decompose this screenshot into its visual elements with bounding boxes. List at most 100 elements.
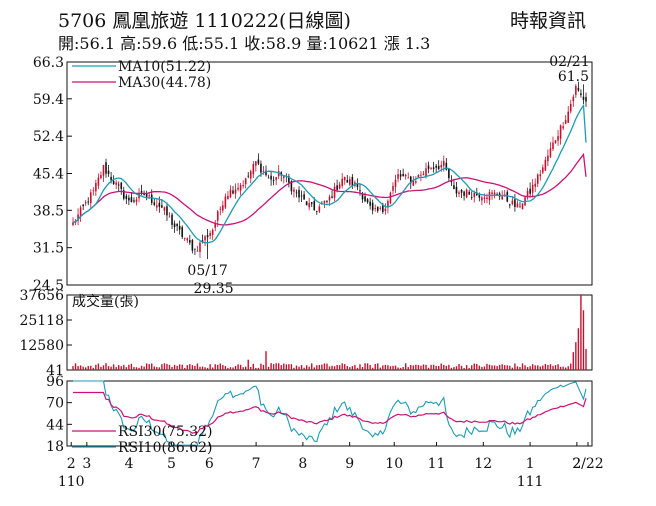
volume-bar: [402, 367, 404, 370]
candle-body: [176, 223, 178, 227]
volume-bar: [336, 365, 338, 370]
rsi-legend-label-rsi30: RSI30(75.32): [118, 424, 212, 440]
volume-bar: [278, 363, 280, 370]
volume-bar: [448, 364, 450, 370]
candle-body: [336, 185, 338, 190]
volume-bar: [344, 364, 346, 370]
candle-body: [105, 162, 107, 174]
candle-body: [536, 174, 539, 184]
volume-bar: [224, 366, 227, 370]
candle-body: [440, 165, 443, 168]
volume-bar: [420, 365, 422, 370]
candle-body: [567, 111, 570, 123]
candle-body: [211, 229, 214, 235]
volume-bar: [145, 363, 148, 370]
candle-body: [356, 183, 359, 188]
volume-bar: [341, 363, 343, 370]
volume-bar: [161, 364, 163, 370]
candle-body: [275, 177, 277, 180]
volume-bar: [242, 367, 244, 370]
candle-body: [298, 189, 300, 198]
candle-body: [407, 177, 410, 179]
volume-bar: [232, 367, 234, 370]
volume-bar: [151, 363, 153, 370]
volume-bar: [255, 368, 257, 370]
volume-bar: [539, 366, 541, 370]
volume-bar: [128, 364, 130, 370]
candle-body: [173, 223, 176, 227]
candle-body: [399, 174, 402, 177]
candle-body: [138, 193, 140, 199]
volume-bar: [267, 366, 270, 370]
volume-bar: [227, 367, 229, 370]
volume-bar: [100, 366, 102, 370]
volume-bar: [473, 363, 475, 370]
candle-body: [249, 171, 252, 179]
candle-body: [366, 199, 369, 203]
volume-bar: [422, 364, 425, 370]
candle-body: [468, 191, 470, 195]
volume-bar: [316, 365, 318, 370]
candle-body: [511, 200, 514, 205]
volume-bar: [74, 363, 77, 370]
volume-bar: [577, 328, 580, 370]
candle-body: [135, 199, 138, 202]
candle-body: [300, 195, 303, 197]
candle-body: [534, 183, 537, 187]
volume-bar: [529, 366, 531, 370]
volume-bar: [582, 310, 585, 370]
volume-tick-label: 12580: [19, 338, 64, 354]
x-tick-label: 2: [67, 456, 76, 472]
candle-body: [369, 201, 371, 206]
volume-bar: [206, 367, 209, 370]
candle-body: [577, 87, 580, 91]
candle-body: [483, 197, 486, 199]
candle-body: [529, 188, 531, 194]
volume-bar: [209, 364, 211, 370]
volume-bar: [430, 364, 432, 370]
candle-body: [331, 196, 333, 198]
candle-body: [282, 176, 285, 178]
volume-bar: [463, 367, 465, 370]
candle-body: [128, 197, 130, 201]
volume-bar: [323, 363, 326, 370]
volume-bar: [425, 364, 427, 370]
candle-body: [237, 187, 239, 190]
volume-bar: [549, 364, 552, 370]
volume-bar: [311, 363, 313, 370]
candle-body: [234, 189, 237, 194]
candle-body: [552, 142, 554, 150]
candle-body: [364, 196, 366, 202]
volume-bar: [288, 364, 290, 370]
candle-body: [493, 192, 496, 196]
candle-body: [153, 202, 156, 205]
volume-bar: [465, 365, 468, 370]
volume-bar: [415, 364, 417, 370]
candle-body: [582, 96, 585, 100]
price-tick-label: 38.5: [33, 203, 64, 219]
candle-body: [376, 206, 379, 211]
volume-bar: [564, 367, 567, 370]
candle-body: [442, 160, 445, 166]
volume-bar: [260, 363, 262, 370]
candle-body: [189, 240, 191, 243]
candle-body: [333, 186, 336, 198]
volume-bar: [110, 366, 112, 370]
volume-bar: [184, 367, 186, 370]
volume-bar: [567, 366, 569, 370]
price-tick-label: 45.4: [33, 167, 64, 183]
volume-bar: [562, 366, 564, 370]
candle-body: [242, 185, 244, 187]
candle-body: [445, 162, 448, 170]
volume-bar: [270, 363, 272, 370]
candle-body: [110, 176, 112, 181]
candle-body: [239, 185, 242, 191]
candle-body: [120, 182, 123, 189]
price-tick-label: 24.5: [33, 278, 64, 294]
volume-bar: [455, 366, 458, 370]
volume-bar: [163, 363, 166, 370]
candle-body: [270, 175, 272, 180]
volume-bar: [194, 365, 196, 370]
x-year-label: 111: [517, 474, 544, 490]
candle-body: [450, 180, 453, 183]
